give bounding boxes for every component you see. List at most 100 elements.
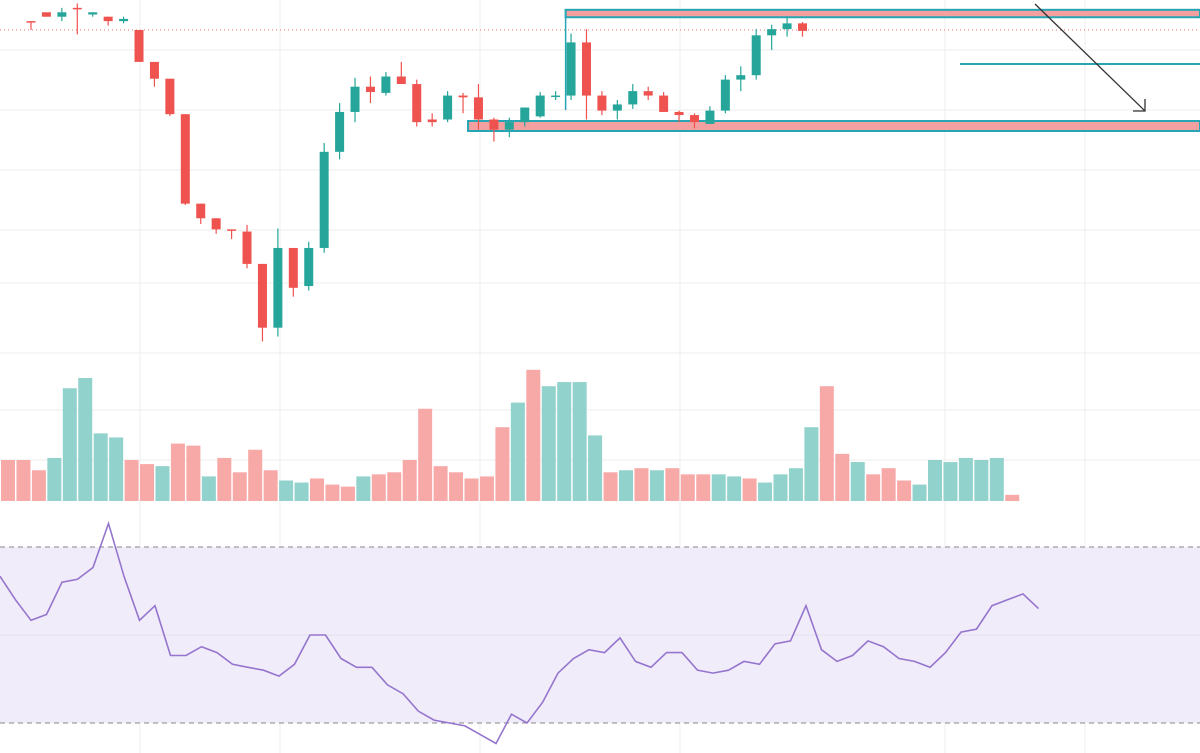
volume-bar: [696, 474, 711, 501]
candle: [103, 16, 113, 26]
volume-bar: [294, 482, 309, 501]
candle-body: [26, 21, 36, 23]
volume-bar: [109, 437, 124, 501]
candle: [72, 3, 82, 35]
candle-body: [720, 79, 730, 111]
rsi-line: [0, 520, 1040, 745]
candle: [798, 22, 807, 37]
candle: [149, 61, 159, 87]
candle: [365, 76, 375, 104]
volume-bar: [418, 408, 433, 501]
candle-body: [443, 95, 453, 120]
volume-bar: [974, 460, 989, 501]
volume-bar: [835, 453, 850, 501]
volume-bar: [773, 474, 788, 501]
candle-body: [659, 95, 669, 112]
volume-bar: [402, 460, 417, 501]
volume-bar: [897, 480, 912, 501]
price-pane[interactable]: [0, 3, 1200, 342]
candle: [381, 72, 391, 96]
candle: [119, 16, 129, 24]
candle-body: [705, 110, 715, 124]
candle-body: [427, 119, 437, 123]
candle-body: [180, 114, 190, 204]
volume-bar: [201, 476, 216, 501]
volume-bar: [93, 433, 108, 501]
volume-bar: [78, 378, 93, 501]
candle: [211, 218, 221, 234]
candle: [504, 117, 514, 138]
candle: [41, 12, 51, 17]
candle-body: [412, 84, 422, 123]
candle: [443, 91, 453, 123]
volume-bar: [958, 457, 973, 501]
candle-body: [581, 42, 591, 96]
volume-pane[interactable]: [1, 369, 1020, 501]
volume-bar: [850, 462, 865, 501]
candle: [134, 30, 144, 62]
volume-bar: [325, 484, 340, 501]
candle-body: [489, 119, 499, 130]
volume-bar: [680, 474, 695, 501]
resistance-zone: [564, 8, 1200, 19]
candle-body: [458, 95, 468, 98]
projection-arrow-line: [1034, 3, 1146, 112]
candle-body: [566, 42, 576, 96]
volume-bar: [279, 480, 294, 501]
candle: [427, 113, 437, 127]
candle: [628, 84, 638, 109]
candle-body: [643, 91, 653, 96]
candle-body: [473, 97, 483, 120]
candle-body: [504, 122, 514, 130]
candle-body: [57, 12, 67, 17]
candle-body: [335, 111, 345, 152]
candle: [597, 91, 607, 116]
candle: [350, 77, 360, 123]
volume-bar: [155, 466, 170, 501]
volume-bar: [464, 478, 479, 501]
candle-body: [798, 23, 807, 31]
candle: [489, 117, 499, 142]
rsi-pane[interactable]: [0, 520, 1200, 745]
volume-bar: [170, 443, 185, 501]
candle: [57, 7, 67, 22]
candle: [26, 21, 36, 30]
volume-bar: [449, 472, 464, 501]
volume-bar: [711, 474, 726, 501]
volume-bar: [588, 435, 603, 501]
volume-bar: [572, 382, 587, 501]
candle-body: [119, 18, 129, 22]
volume-bar: [140, 464, 155, 501]
volume-bar: [310, 478, 324, 501]
volume-bar: [479, 476, 494, 501]
candle: [520, 107, 530, 127]
volume-bar: [758, 482, 773, 501]
volume-bar: [603, 472, 618, 501]
candle-body: [196, 203, 206, 219]
candle: [227, 229, 237, 240]
candle-body: [273, 247, 283, 328]
candle-body: [381, 76, 391, 93]
volume-bar: [232, 472, 247, 501]
candle-body: [520, 107, 530, 123]
candle-body: [551, 95, 561, 98]
candle: [242, 224, 252, 269]
support-zone: [467, 120, 1200, 132]
volume-bar: [1, 460, 15, 501]
candle-body: [134, 30, 144, 62]
volume-bar: [433, 466, 448, 501]
candle: [674, 110, 684, 123]
candle: [751, 29, 761, 80]
candle-body: [103, 16, 113, 22]
candle: [257, 263, 267, 342]
volume-bar: [62, 388, 77, 501]
candle: [535, 92, 545, 118]
candle: [88, 12, 98, 17]
volume-bar: [124, 460, 139, 501]
candle-body: [612, 104, 622, 111]
candle: [180, 114, 190, 205]
candle-body: [597, 95, 607, 111]
candle: [705, 106, 715, 124]
candle: [396, 61, 406, 85]
